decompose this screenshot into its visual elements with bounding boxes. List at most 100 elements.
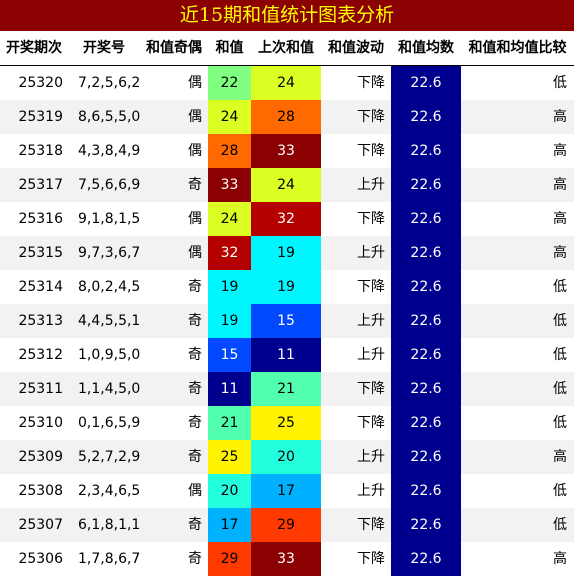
cell-numbers: 1,7,8,6,7 (78, 551, 141, 567)
cell-period: 25312 (18, 347, 63, 363)
cell-compare: 低 (553, 279, 567, 295)
cell-parity: 偶 (188, 245, 202, 261)
cell-period: 25319 (18, 109, 63, 125)
cell-numbers: 8,6,5,5,0 (78, 109, 141, 125)
cell-sum: 33 (208, 168, 251, 202)
cell-mean: 22.6 (391, 406, 461, 440)
cell-sum: 24 (208, 100, 251, 134)
cell-trend: 下降 (357, 75, 385, 91)
cell-sum: 22 (208, 66, 251, 100)
cell-trend: 上升 (357, 177, 385, 193)
cell-parity: 奇 (188, 177, 202, 193)
cell-trend: 上升 (357, 245, 385, 261)
cell-prev-sum: 33 (251, 542, 321, 576)
cell-prev-sum: 25 (251, 406, 321, 440)
cell-compare: 高 (553, 245, 567, 261)
cell-numbers: 2,3,4,6,5 (78, 483, 141, 499)
cell-trend: 下降 (357, 381, 385, 397)
cell-period: 25314 (18, 279, 63, 295)
cell-numbers: 0,1,6,5,9 (78, 415, 141, 431)
cell-parity: 偶 (188, 109, 202, 125)
cell-mean: 22.6 (391, 372, 461, 406)
cell-mean: 22.6 (391, 236, 461, 270)
cell-trend: 下降 (357, 517, 385, 533)
cell-prev-sum: 24 (251, 168, 321, 202)
cell-mean: 22.6 (391, 100, 461, 134)
cell-compare: 低 (553, 313, 567, 329)
cell-prev-sum: 15 (251, 304, 321, 338)
header-prev-sum: 上次和值 (258, 40, 314, 56)
cell-mean: 22.6 (391, 168, 461, 202)
cell-prev-sum: 19 (251, 236, 321, 270)
cell-sum: 17 (208, 508, 251, 542)
cell-sum: 11 (208, 372, 251, 406)
cell-sum: 24 (208, 202, 251, 236)
cell-sum: 20 (208, 474, 251, 508)
cell-prev-sum: 20 (251, 440, 321, 474)
cell-compare: 高 (553, 551, 567, 567)
cell-numbers: 4,4,5,5,1 (78, 313, 141, 329)
cell-mean: 22.6 (391, 508, 461, 542)
cell-compare: 高 (553, 177, 567, 193)
cell-prev-sum: 17 (251, 474, 321, 508)
cell-period: 25315 (18, 245, 63, 261)
header-parity: 和值奇偶 (146, 40, 202, 56)
cell-parity: 偶 (188, 483, 202, 499)
cell-compare: 低 (553, 347, 567, 363)
cell-prev-sum: 28 (251, 100, 321, 134)
cell-parity: 偶 (188, 75, 202, 91)
cell-parity: 奇 (188, 381, 202, 397)
cell-period: 25306 (18, 551, 63, 567)
cell-trend: 上升 (357, 483, 385, 499)
cell-period: 25310 (18, 415, 63, 431)
cell-mean: 22.6 (391, 202, 461, 236)
cell-mean: 22.6 (391, 66, 461, 100)
cell-compare: 低 (553, 483, 567, 499)
cell-parity: 奇 (188, 449, 202, 465)
cell-period: 25316 (18, 211, 63, 227)
cell-period: 25313 (18, 313, 63, 329)
cell-numbers: 1,1,4,5,0 (78, 381, 141, 397)
cell-prev-sum: 21 (251, 372, 321, 406)
cell-parity: 奇 (188, 551, 202, 567)
cell-trend: 下降 (357, 109, 385, 125)
header-trend: 和值波动 (328, 40, 384, 56)
cell-compare: 高 (553, 449, 567, 465)
cell-compare: 高 (553, 109, 567, 125)
cell-numbers: 9,7,3,6,7 (78, 245, 141, 261)
cell-prev-sum: 33 (251, 134, 321, 168)
cell-numbers: 4,3,8,4,9 (78, 143, 141, 159)
cell-trend: 下降 (357, 415, 385, 431)
cell-numbers: 1,0,9,5,0 (78, 347, 141, 363)
cell-numbers: 5,2,7,2,9 (78, 449, 141, 465)
cell-sum: 32 (208, 236, 251, 270)
cell-sum: 25 (208, 440, 251, 474)
cell-mean: 22.6 (391, 440, 461, 474)
cell-trend: 下降 (357, 551, 385, 567)
cell-trend: 下降 (357, 279, 385, 295)
cell-parity: 奇 (188, 279, 202, 295)
cell-parity: 奇 (188, 415, 202, 431)
cell-mean: 22.6 (391, 304, 461, 338)
cell-parity: 偶 (188, 211, 202, 227)
cell-period: 25308 (18, 483, 63, 499)
chart-title: 近15期和值统计图表分析 (0, 0, 574, 31)
header-compare: 和值和均值比较 (468, 40, 567, 56)
header-mean: 和值均数 (398, 40, 454, 56)
cell-numbers: 6,1,8,1,1 (78, 517, 141, 533)
cell-numbers: 7,2,5,6,2 (78, 75, 141, 91)
cell-period: 25309 (18, 449, 63, 465)
cell-compare: 低 (553, 415, 567, 431)
cell-prev-sum: 32 (251, 202, 321, 236)
header-period: 开奖期次 (6, 40, 62, 56)
cell-prev-sum: 24 (251, 66, 321, 100)
cell-mean: 22.6 (391, 270, 461, 304)
cell-trend: 上升 (357, 347, 385, 363)
cell-period: 25318 (18, 143, 63, 159)
cell-sum: 28 (208, 134, 251, 168)
cell-parity: 奇 (188, 313, 202, 329)
cell-sum: 15 (208, 338, 251, 372)
cell-sum: 19 (208, 270, 251, 304)
cell-mean: 22.6 (391, 134, 461, 168)
cell-prev-sum: 11 (251, 338, 321, 372)
